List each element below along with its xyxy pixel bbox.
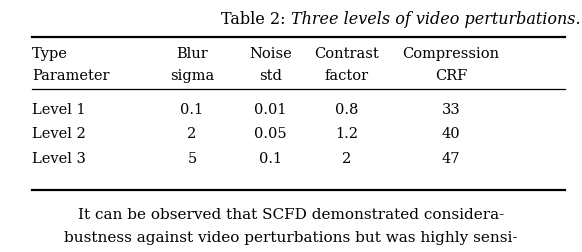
Text: 0.1: 0.1 (180, 103, 204, 117)
Text: Noise: Noise (249, 47, 292, 61)
Text: It can be observed that SCFD demonstrated considera-: It can be observed that SCFD demonstrate… (78, 208, 504, 222)
Text: Parameter: Parameter (32, 69, 109, 83)
Text: 5: 5 (187, 152, 197, 166)
Text: Table 2:: Table 2: (221, 11, 291, 28)
Text: 0.8: 0.8 (335, 103, 358, 117)
Text: Compression: Compression (403, 47, 499, 61)
Text: 2: 2 (342, 152, 351, 166)
Text: sigma: sigma (170, 69, 214, 83)
Text: Contrast: Contrast (314, 47, 379, 61)
Text: Blur: Blur (176, 47, 208, 61)
Text: 0.1: 0.1 (259, 152, 282, 166)
Text: 2: 2 (187, 127, 197, 141)
Text: 0.05: 0.05 (254, 127, 287, 141)
Text: std: std (259, 69, 282, 83)
Text: bustness against video perturbations but was highly sensi-: bustness against video perturbations but… (64, 231, 518, 245)
Text: Level 3: Level 3 (32, 152, 86, 166)
Text: factor: factor (324, 69, 368, 83)
Text: 1.2: 1.2 (335, 127, 358, 141)
Text: Type: Type (32, 47, 68, 61)
Text: CRF: CRF (435, 69, 467, 83)
Text: 33: 33 (442, 103, 460, 117)
Text: 40: 40 (442, 127, 460, 141)
Text: Level 1: Level 1 (32, 103, 86, 117)
Text: Level 2: Level 2 (32, 127, 86, 141)
Text: Three levels of video perturbations.: Three levels of video perturbations. (291, 11, 581, 28)
Text: 0.01: 0.01 (254, 103, 287, 117)
Text: 47: 47 (442, 152, 460, 166)
